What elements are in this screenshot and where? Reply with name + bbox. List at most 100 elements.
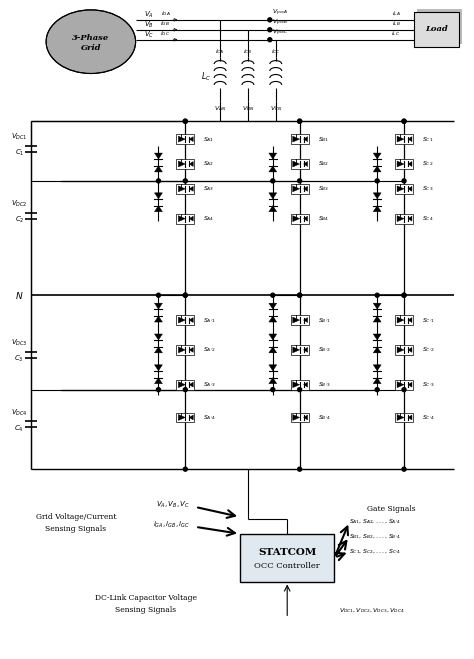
Text: $V_{CN}$: $V_{CN}$ — [270, 104, 282, 113]
Text: STATCOM: STATCOM — [258, 548, 316, 557]
Polygon shape — [292, 186, 300, 192]
Polygon shape — [178, 347, 185, 353]
Circle shape — [298, 293, 301, 297]
Polygon shape — [155, 334, 163, 340]
Text: Grid Voltage/Current: Grid Voltage/Current — [36, 513, 116, 521]
Polygon shape — [373, 303, 381, 309]
Circle shape — [298, 387, 301, 391]
Polygon shape — [373, 378, 381, 384]
Text: $S_{A1}, S_{A2},..., S_{A^\prime4}$: $S_{A1}, S_{A2},..., S_{A^\prime4}$ — [349, 517, 401, 527]
Text: $S_{B4}$: $S_{B4}$ — [318, 214, 329, 223]
Polygon shape — [178, 415, 185, 420]
Text: $V_{pccB}$: $V_{pccB}$ — [272, 18, 288, 28]
Text: $S_{A'4}$: $S_{A'4}$ — [203, 413, 216, 422]
Circle shape — [298, 293, 301, 297]
Circle shape — [298, 467, 301, 471]
Polygon shape — [178, 161, 185, 167]
Text: $i_{LC}$: $i_{LC}$ — [392, 29, 401, 38]
Text: $i_{CA}$: $i_{CA}$ — [215, 47, 225, 56]
Polygon shape — [373, 166, 381, 172]
Polygon shape — [178, 136, 185, 142]
Polygon shape — [304, 382, 308, 387]
Polygon shape — [269, 334, 277, 340]
Polygon shape — [373, 193, 381, 199]
Polygon shape — [189, 415, 193, 420]
Polygon shape — [408, 415, 412, 420]
Polygon shape — [397, 215, 404, 221]
Bar — [291, 380, 309, 389]
Polygon shape — [155, 166, 163, 172]
Circle shape — [375, 293, 379, 297]
Circle shape — [183, 119, 187, 123]
Text: $S_{B'4}$: $S_{B'4}$ — [318, 413, 330, 422]
Polygon shape — [373, 347, 381, 353]
Bar — [395, 345, 413, 355]
Polygon shape — [304, 136, 308, 142]
Polygon shape — [292, 136, 300, 142]
Polygon shape — [304, 415, 308, 420]
Text: $C_2$: $C_2$ — [15, 215, 24, 225]
Text: $i_{CB}$: $i_{CB}$ — [243, 47, 253, 56]
Polygon shape — [269, 365, 277, 371]
Polygon shape — [408, 136, 412, 142]
Text: Grid: Grid — [81, 43, 101, 51]
Polygon shape — [397, 382, 404, 387]
Circle shape — [271, 387, 275, 391]
Ellipse shape — [48, 11, 133, 72]
Text: $V_A, V_B, V_C$: $V_A, V_B, V_C$ — [156, 500, 190, 510]
Text: $S_{C2}$: $S_{C2}$ — [422, 159, 433, 169]
Circle shape — [268, 38, 272, 42]
Polygon shape — [269, 316, 277, 322]
Polygon shape — [269, 193, 277, 199]
Text: $S_{A3}$: $S_{A3}$ — [203, 185, 215, 193]
Text: Load: Load — [425, 25, 448, 33]
Circle shape — [271, 293, 275, 297]
Text: $N$: $N$ — [15, 290, 23, 301]
Polygon shape — [397, 136, 404, 142]
Polygon shape — [292, 382, 300, 387]
Polygon shape — [292, 415, 300, 420]
Text: $V_C$: $V_C$ — [144, 30, 154, 40]
Polygon shape — [178, 186, 185, 192]
Circle shape — [183, 293, 187, 297]
Text: $i_{GA}, i_{GB}, i_{GC}$: $i_{GA}, i_{GB}, i_{GC}$ — [154, 520, 190, 530]
Text: $C_1$: $C_1$ — [15, 148, 24, 158]
Polygon shape — [397, 415, 404, 420]
Circle shape — [156, 293, 161, 297]
Text: $S_{A'1}$: $S_{A'1}$ — [203, 316, 216, 324]
Text: $i_{CC}$: $i_{CC}$ — [271, 47, 281, 56]
Polygon shape — [373, 365, 381, 371]
Bar — [395, 380, 413, 389]
Bar — [176, 134, 194, 144]
Text: $i_{LB}$: $i_{LB}$ — [392, 19, 401, 28]
Text: $S_{B'3}$: $S_{B'3}$ — [318, 380, 330, 389]
Polygon shape — [292, 161, 300, 167]
Text: $S_{A'2}$: $S_{A'2}$ — [203, 345, 216, 355]
Bar — [291, 315, 309, 325]
Text: $S_{C'1}$: $S_{C'1}$ — [422, 316, 435, 324]
Circle shape — [156, 387, 161, 391]
Polygon shape — [155, 378, 163, 384]
Bar — [395, 214, 413, 223]
Polygon shape — [292, 347, 300, 353]
Polygon shape — [408, 161, 412, 167]
Polygon shape — [408, 216, 412, 221]
Polygon shape — [269, 347, 277, 353]
Bar — [291, 134, 309, 144]
Bar — [176, 315, 194, 325]
Text: $S_{B'2}$: $S_{B'2}$ — [318, 345, 330, 355]
Text: $V_{DC4}$: $V_{DC4}$ — [11, 407, 27, 418]
Circle shape — [183, 387, 187, 391]
Circle shape — [402, 119, 406, 123]
Polygon shape — [178, 215, 185, 221]
Polygon shape — [408, 186, 412, 191]
Polygon shape — [373, 316, 381, 322]
Text: $S_{A4}$: $S_{A4}$ — [203, 214, 215, 223]
Text: $S_{C'3}$: $S_{C'3}$ — [422, 380, 435, 389]
Bar — [176, 159, 194, 169]
Polygon shape — [304, 347, 308, 353]
Circle shape — [402, 119, 406, 123]
Bar — [176, 345, 194, 355]
Text: $S_{C'4}$: $S_{C'4}$ — [422, 413, 435, 422]
Bar — [291, 413, 309, 422]
